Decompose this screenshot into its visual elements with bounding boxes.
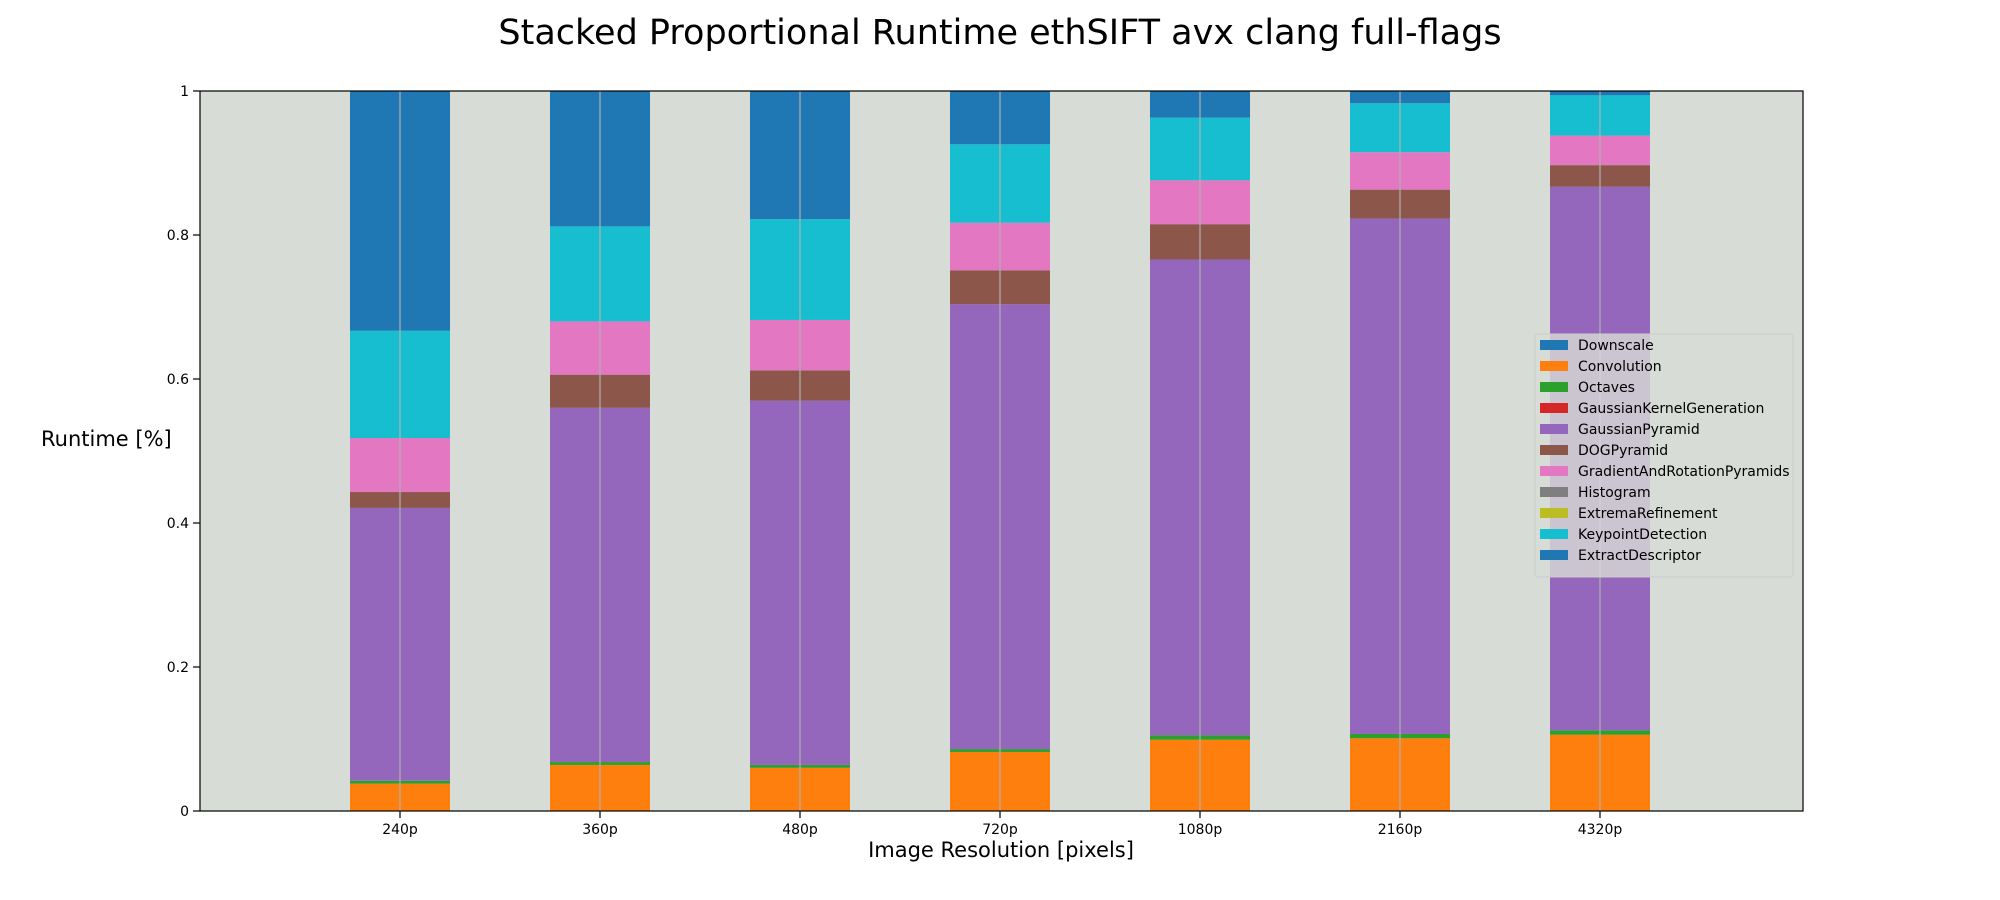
plot-frame: [199, 90, 1804, 812]
legend-label-keypoint-detection: KeypointDetection: [1578, 527, 1707, 543]
legend-swatch-gaussian-pyramid: [1540, 424, 1568, 434]
legend-label-histogram: Histogram: [1578, 485, 1651, 501]
grid-lines: [399, 91, 1601, 811]
legend-label-gaussian-pyramid: GaussianPyramid: [1578, 422, 1700, 438]
legend-swatch-gaussian-kernel-generation: [1540, 403, 1568, 413]
y-tick-label: 0.8: [167, 228, 189, 244]
legend-swatch-downscale: [1540, 340, 1568, 350]
legend-label-convolution: Convolution: [1578, 359, 1662, 375]
legend-label-dogpyramid: DOGPyramid: [1578, 443, 1668, 459]
legend-label-extract-descriptor: ExtractDescriptor: [1578, 548, 1701, 564]
x-axis-ticks: 240p 360p 480p 720p 1080p 2160p 4320p: [382, 811, 1622, 838]
x-tick-label: 360p: [582, 822, 618, 838]
y-tick-label: 0.4: [167, 516, 189, 532]
x-axis-label: Image Resolution [pixels]: [868, 838, 1134, 862]
legend-swatch-dogpyramid: [1540, 445, 1568, 455]
legend-box: [1534, 333, 1794, 578]
y-tick-label: 1: [180, 84, 189, 100]
legend-swatch-extrema-refinement: [1540, 508, 1568, 518]
legend: Downscale Convolution Octaves GaussianKerne…: [1534, 333, 1794, 578]
y-tick-label: 0.2: [167, 660, 189, 676]
y-tick-label: 0: [180, 804, 189, 820]
x-tick-label: 720p: [982, 822, 1018, 838]
x-tick-label: 4320p: [1578, 822, 1623, 838]
legend-swatch-convolution: [1540, 361, 1568, 371]
legend-swatch-extract-descriptor: [1540, 550, 1568, 560]
legend-label-gaussian-kernel-generation: GaussianKernelGeneration: [1578, 401, 1764, 417]
legend-swatch-gradient-and-rotation-pyramids: [1540, 466, 1568, 476]
legend-label-extrema-refinement: ExtremaRefinement: [1578, 506, 1718, 522]
legend-swatch-keypoint-detection: [1540, 529, 1568, 539]
legend-label-gradient-and-rotation-pyramids: GradientAndRotationPyramids: [1578, 464, 1790, 480]
legend-swatch-octaves: [1540, 382, 1568, 392]
x-tick-label: 2160p: [1378, 822, 1423, 838]
x-tick-label: 240p: [382, 822, 418, 838]
x-tick-label: 1080p: [1178, 822, 1223, 838]
legend-label-downscale: Downscale: [1578, 338, 1654, 354]
legend-label-octaves: Octaves: [1578, 380, 1635, 396]
y-axis-label: Runtime [%]: [41, 427, 172, 451]
y-axis-ticks: 0 0.2 0.4 0.6 0.8 1: [167, 84, 200, 820]
y-tick-label: 0.6: [167, 372, 189, 388]
legend-swatch-histogram: [1540, 487, 1568, 497]
x-tick-label: 480p: [782, 822, 818, 838]
chart-title: Stacked Proportional Runtime ethSIFT avx…: [498, 13, 1501, 53]
